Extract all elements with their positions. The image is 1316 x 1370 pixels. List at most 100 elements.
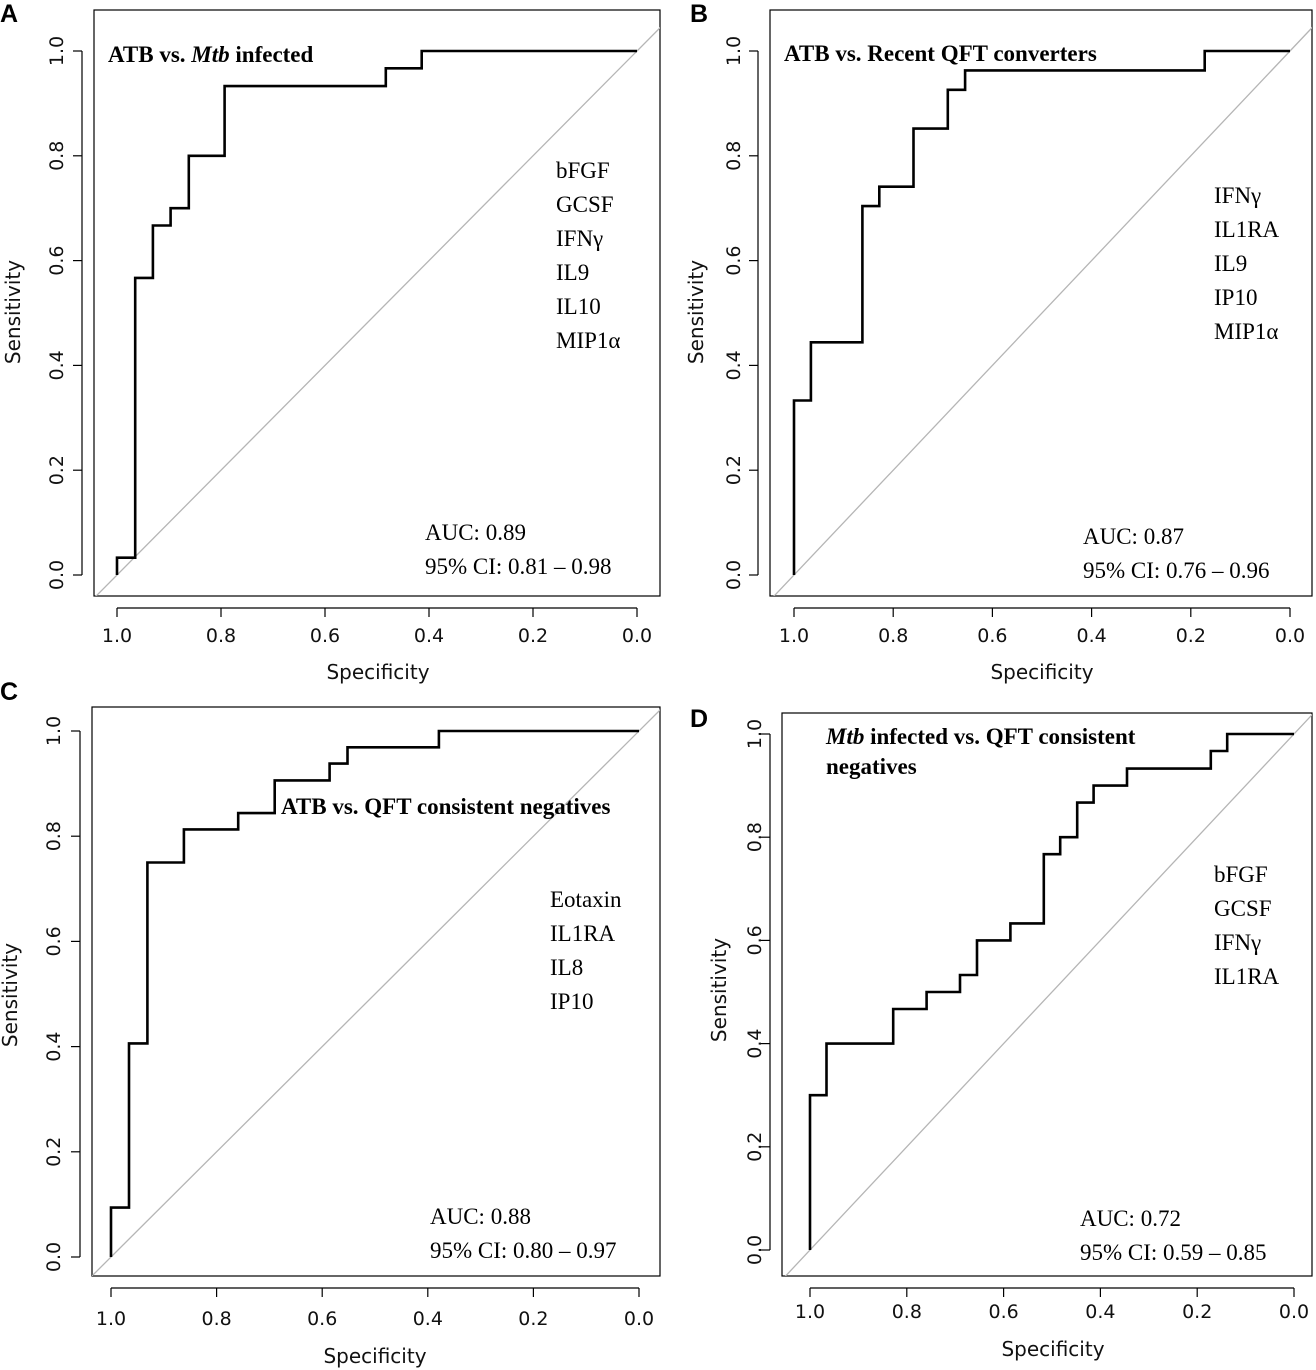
y-tick-label: 0.6 (46, 245, 68, 275)
panel-title: ATB vs. Mtb infected (108, 42, 314, 67)
y-axis-title: Sensitivity (707, 938, 731, 1042)
y-tick-label: 0.0 (723, 560, 745, 590)
panel-title-part: infected vs. QFT consistent (864, 724, 1135, 749)
x-tick-label: 1.0 (96, 1308, 126, 1330)
x-tick-label: 0.4 (413, 1308, 443, 1330)
y-tick-label: 0.2 (723, 455, 745, 485)
roc-curve (792, 49, 1290, 575)
chance-diagonal (92, 709, 660, 1276)
y-tick-label: 1.0 (46, 36, 68, 66)
panel-title-part: Mtb (190, 42, 229, 67)
roc-panel-d: D 1.0 0.8 0.6 0.4 0.2 0.0 Specificity 0.0 0.2 0.4 0… (690, 705, 1313, 1361)
panel-title: Mtb infected vs. QFT consistent negatives (825, 724, 1136, 779)
x-tick-label: 1.0 (102, 625, 132, 647)
x-tick-label: 0.0 (1279, 1301, 1309, 1323)
y-tick-label: 0.4 (744, 1028, 766, 1058)
biomarker-label: IP10 (1214, 285, 1257, 310)
plot-frame (91, 706, 661, 1277)
y-tick-label: 0.6 (43, 926, 65, 956)
chance-diagonal (784, 713, 1312, 1276)
panel-title-part: infected (230, 42, 314, 67)
panel-letter: D (690, 705, 708, 733)
y-tick-label: 0.8 (723, 141, 745, 171)
biomarker-label: IFNγ (1214, 183, 1261, 208)
x-tick-label: 1.0 (779, 625, 809, 647)
biomarker-label: IP10 (550, 989, 593, 1014)
ci-label: 95% CI: 0.59 – 0.85 (1080, 1240, 1267, 1265)
x-tick-label: 0.2 (518, 1308, 548, 1330)
x-tick-label: 0.8 (892, 1301, 922, 1323)
y-tick-label: 1.0 (744, 719, 766, 749)
biomarker-label: IL1RA (1214, 964, 1280, 989)
roc-panel-a: A 1.0 0.8 0.6 0.4 0.2 0.0 Specificity 0.0 0.2 0.4 0… (0, 0, 661, 684)
roc-panel-b: B 1.0 0.8 0.6 0.4 0.2 0.0 Specificity 0.0 0.2 0.4 0… (684, 0, 1313, 684)
chance-diagonal (773, 26, 1312, 596)
biomarker-label: IFNγ (556, 226, 603, 251)
ci-label: 95% CI: 0.76 – 0.96 (1083, 558, 1270, 583)
panel-title: ATB vs. Recent QFT converters (784, 41, 1097, 66)
auc-label: AUC: 0.88 (430, 1204, 531, 1229)
x-axis-title: Specificity (1001, 1337, 1104, 1361)
auc-label: AUC: 0.89 (425, 520, 526, 545)
roc-curve (808, 732, 1294, 1250)
biomarker-label: IFNγ (1214, 930, 1261, 955)
panel-letter: B (690, 0, 708, 28)
plot-frame (781, 712, 1313, 1277)
panel-title-part: ATB vs. QFT consistent negatives (281, 794, 611, 819)
roc-curve (115, 49, 637, 575)
y-tick-label: 0.0 (744, 1235, 766, 1265)
x-tick-label: 0.8 (878, 625, 908, 647)
x-tick-label: 0.2 (518, 625, 548, 647)
x-tick-label: 0.0 (622, 625, 652, 647)
y-tick-label: 0.2 (744, 1132, 766, 1162)
biomarker-label: MIP1α (1214, 319, 1278, 344)
y-tick-label: 0.4 (43, 1031, 65, 1061)
panel-title-part: ATB vs. (108, 42, 191, 67)
biomarker-label: IL9 (1214, 251, 1247, 276)
biomarker-label: GCSF (556, 192, 614, 217)
y-axis-title: Sensitivity (1, 260, 25, 364)
x-tick-label: 0.2 (1176, 625, 1206, 647)
x-tick-label: 0.8 (201, 1308, 231, 1330)
y-tick-label: 1.0 (43, 716, 65, 746)
panel-letter: C (0, 678, 18, 706)
plot-frame (93, 9, 661, 597)
biomarker-label: Eotaxin (550, 887, 622, 912)
x-tick-label: 0.2 (1182, 1301, 1212, 1323)
y-tick-label: 0.8 (43, 821, 65, 851)
panel-title-part: negatives (826, 754, 917, 779)
auc-label: AUC: 0.87 (1083, 524, 1184, 549)
biomarker-label: bFGF (556, 158, 610, 183)
x-tick-label: 0.4 (1085, 1301, 1115, 1323)
x-tick-label: 0.4 (414, 625, 444, 647)
x-axis-title: Specificity (990, 660, 1093, 684)
y-tick-label: 0.6 (723, 245, 745, 275)
panel-title-part: Mtb (825, 724, 864, 749)
ci-label: 95% CI: 0.81 – 0.98 (425, 554, 612, 579)
y-tick-label: 0.8 (744, 822, 766, 852)
y-tick-label: 0.4 (723, 350, 745, 380)
auc-label: AUC: 0.72 (1080, 1206, 1181, 1231)
x-tick-label: 0.6 (307, 1308, 337, 1330)
biomarker-label: IL8 (550, 955, 583, 980)
x-axis-title: Specificity (326, 660, 429, 684)
x-tick-label: 0.6 (988, 1301, 1018, 1323)
x-tick-label: 1.0 (795, 1301, 825, 1323)
y-tick-label: 1.0 (723, 36, 745, 66)
biomarker-label: IL1RA (1214, 217, 1280, 242)
biomarker-label: bFGF (1214, 862, 1268, 887)
y-tick-label: 0.8 (46, 141, 68, 171)
chance-diagonal (95, 26, 660, 596)
x-tick-label: 0.6 (310, 625, 340, 647)
y-tick-label: 0.2 (43, 1137, 65, 1167)
panel-letter: A (0, 0, 18, 28)
x-axis-title: Specificity (323, 1344, 426, 1368)
biomarker-label: GCSF (1214, 896, 1272, 921)
y-tick-label: 0.4 (46, 350, 68, 380)
panel-title: ATB vs. QFT consistent negatives (281, 794, 611, 819)
x-tick-label: 0.0 (1275, 625, 1305, 647)
y-axis-title: Sensitivity (0, 943, 22, 1047)
panel-title-part: ATB vs. Recent QFT converters (784, 41, 1097, 66)
